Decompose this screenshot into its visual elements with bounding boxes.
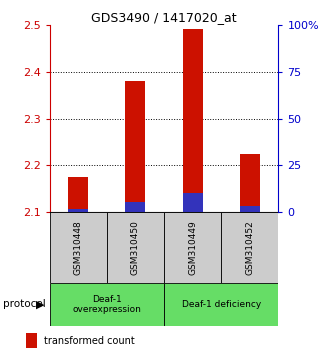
Text: GSM310448: GSM310448 bbox=[74, 221, 83, 275]
Bar bbox=[107, 212, 164, 283]
Bar bbox=[50, 283, 164, 326]
Bar bbox=[183, 29, 203, 212]
Bar bbox=[68, 177, 88, 212]
Bar bbox=[26, 333, 37, 348]
Text: ▶: ▶ bbox=[36, 299, 44, 309]
Text: transformed count: transformed count bbox=[44, 336, 135, 346]
Bar bbox=[68, 209, 88, 212]
Title: GDS3490 / 1417020_at: GDS3490 / 1417020_at bbox=[91, 11, 237, 24]
Bar bbox=[164, 212, 221, 283]
Bar bbox=[240, 206, 260, 212]
Bar bbox=[50, 212, 107, 283]
Text: Deaf-1 deficiency: Deaf-1 deficiency bbox=[181, 300, 261, 309]
Text: protocol: protocol bbox=[3, 299, 46, 309]
Bar bbox=[164, 283, 278, 326]
Text: GSM310450: GSM310450 bbox=[131, 220, 140, 275]
Bar bbox=[125, 81, 145, 212]
Bar bbox=[221, 212, 278, 283]
Bar bbox=[240, 154, 260, 212]
Text: GSM310449: GSM310449 bbox=[188, 221, 197, 275]
Text: GSM310452: GSM310452 bbox=[245, 221, 254, 275]
Bar bbox=[125, 202, 145, 212]
Text: Deaf-1
overexpression: Deaf-1 overexpression bbox=[72, 295, 141, 314]
Bar bbox=[183, 193, 203, 212]
